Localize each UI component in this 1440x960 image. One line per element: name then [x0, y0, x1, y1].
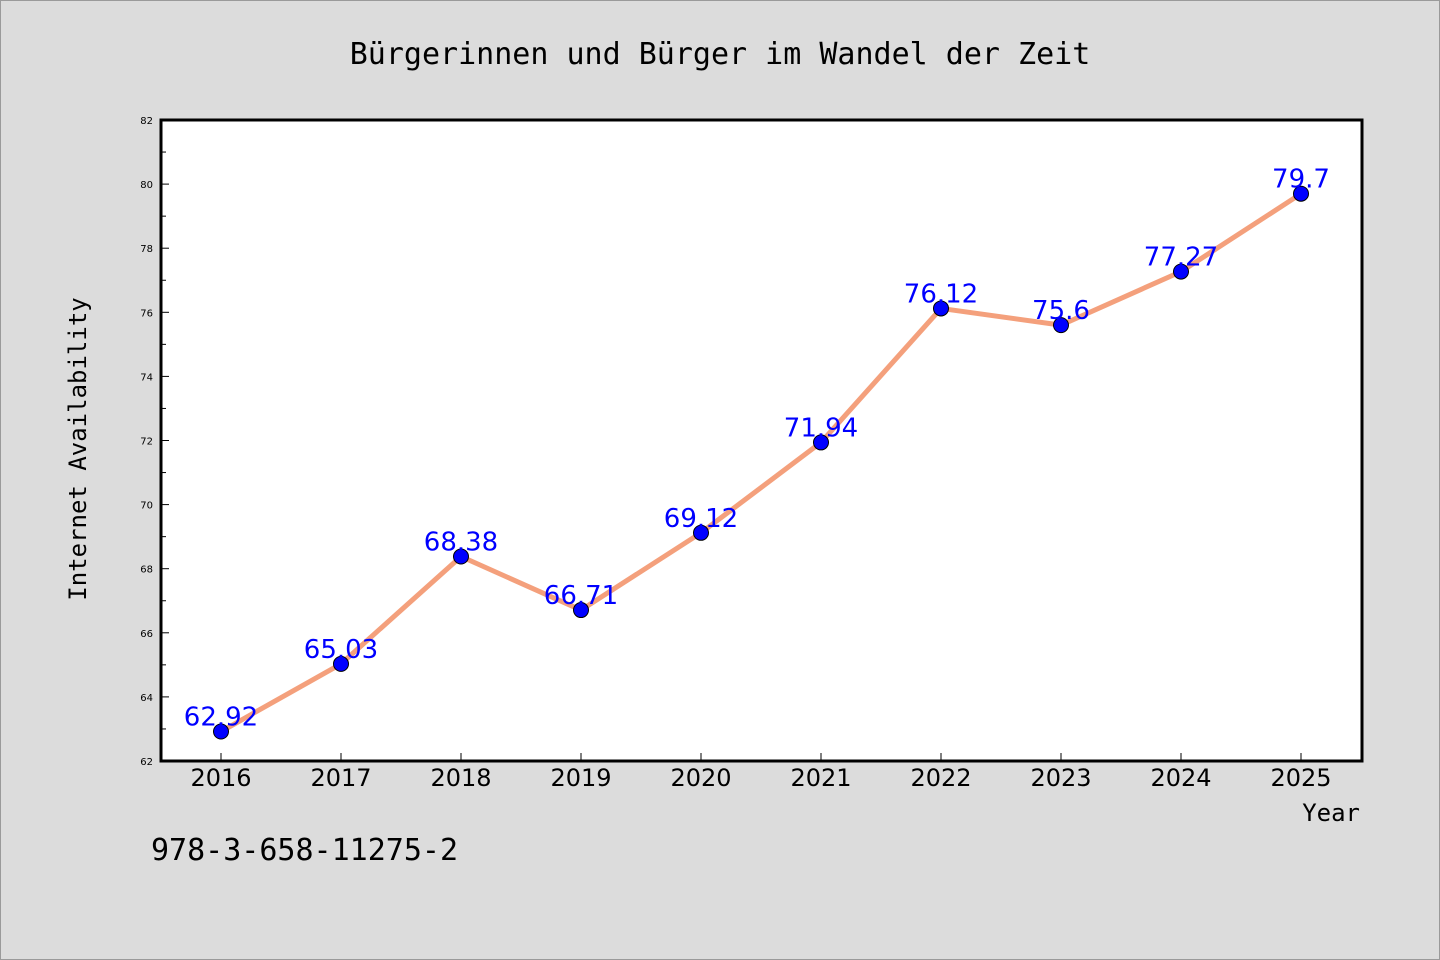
data-point [1173, 263, 1189, 280]
y-tick-label: 82 [140, 116, 153, 127]
data-label: 76.12 [904, 279, 978, 309]
data-point [573, 602, 589, 619]
data-point [453, 548, 469, 565]
x-axis-label: Year [1302, 799, 1360, 827]
x-tick-label: 2020 [670, 764, 731, 792]
data-labels: 62.92 65.03 68.38 66.71 69.12 71.94 76.12 75.6 7… [184, 165, 1330, 733]
data-label: 69.12 [664, 504, 738, 534]
x-tick-label: 2024 [1150, 764, 1211, 792]
data-label: 71.94 [784, 413, 858, 443]
series-line [218, 191, 1304, 735]
x-tick-label: 2016 [190, 764, 251, 792]
data-point [693, 524, 709, 541]
data-label: 77.27 [1144, 243, 1218, 273]
x-axis-ticks: 2016 2017 2018 2019 2020 2021 2022 2023 2024 2025 [190, 753, 1332, 792]
y-tick-label: 62 [140, 757, 153, 768]
y-tick-label: 80 [140, 180, 153, 191]
data-point [1053, 317, 1069, 334]
data-label: 65.03 [304, 635, 378, 665]
data-point [333, 655, 349, 672]
x-tick-label: 2021 [790, 764, 851, 792]
data-label: 62.92 [184, 703, 258, 733]
data-point [933, 300, 949, 317]
y-tick-label: 78 [140, 244, 153, 255]
x-tick-label: 2023 [1030, 764, 1091, 792]
data-point [213, 723, 229, 740]
x-tick-label: 2017 [310, 764, 371, 792]
x-tick-label: 2019 [550, 764, 611, 792]
x-tick-label: 2022 [910, 764, 971, 792]
data-point [1293, 185, 1309, 202]
y-tick-label: 74 [140, 372, 153, 383]
x-tick-label: 2018 [430, 764, 491, 792]
y-tick-label: 68 [140, 565, 153, 576]
y-tick-label: 72 [140, 437, 153, 448]
data-points [213, 185, 1309, 740]
y-axis-ticks: 62 64 66 68 70 72 74 76 78 80 82 [140, 116, 169, 768]
y-tick-label: 64 [140, 693, 153, 704]
y-tick-label: 76 [140, 308, 153, 319]
x-tick-label: 2025 [1270, 764, 1331, 792]
y-tick-label: 70 [140, 501, 153, 512]
data-label: 79.7 [1272, 165, 1330, 195]
data-point [813, 434, 829, 451]
y-tick-label: 66 [140, 629, 153, 640]
y-axis-label: Internet Availability [64, 297, 92, 600]
footer-isbn: 978-3-658-11275-2 [151, 833, 459, 868]
plot-area [159, 118, 1364, 763]
data-label: 66.71 [544, 581, 618, 611]
data-label: 68.38 [424, 528, 498, 558]
chart-title: Bürgerinnen und Bürger im Wandel der Zei… [350, 37, 1091, 72]
data-label: 75.6 [1032, 296, 1090, 326]
